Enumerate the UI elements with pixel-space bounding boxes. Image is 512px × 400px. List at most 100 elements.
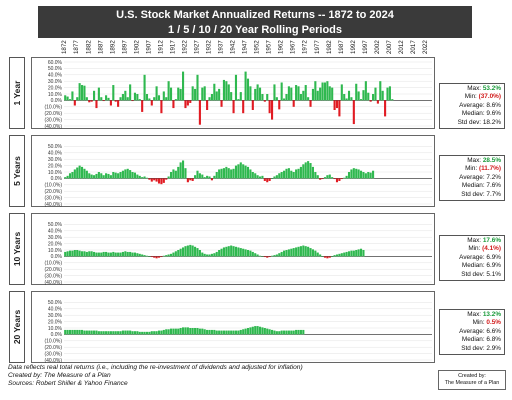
bar xyxy=(304,162,307,179)
bar xyxy=(350,250,353,257)
bar xyxy=(307,97,310,101)
bar xyxy=(270,100,274,120)
bar xyxy=(95,173,98,179)
stats-average-value: 7.2% xyxy=(486,173,501,181)
bar xyxy=(196,170,199,179)
bar xyxy=(83,85,86,101)
bar xyxy=(285,94,288,101)
stats-std-value: 2.9% xyxy=(486,344,501,352)
bar xyxy=(133,92,137,101)
stats-box-10-years: Max: 17.6% Min: (4.1%) Average: 6.9% Med… xyxy=(439,235,505,281)
stats-box-1-year: Max: 53.2% Min: (37.0%) Average: 8.6% Me… xyxy=(439,83,505,129)
stats-median-label: Median: xyxy=(461,110,485,118)
bar xyxy=(314,172,317,179)
bar xyxy=(153,178,156,181)
bar xyxy=(266,178,269,183)
bar xyxy=(321,82,324,101)
year-tick-label: 2002 xyxy=(374,40,381,54)
bar xyxy=(73,100,76,106)
bar xyxy=(258,176,262,179)
bar xyxy=(148,98,151,101)
bar xyxy=(355,250,358,257)
bar xyxy=(391,99,394,101)
bar xyxy=(169,87,173,101)
bar xyxy=(273,176,276,179)
bar xyxy=(196,248,199,257)
y-tick-label: (30.0%) xyxy=(44,273,62,279)
credit-line-1: Created by: xyxy=(458,373,486,379)
bar xyxy=(263,100,266,102)
bar xyxy=(150,256,153,258)
bar xyxy=(145,94,149,101)
bar xyxy=(369,172,372,179)
bar xyxy=(68,250,72,257)
bar xyxy=(186,100,189,106)
bar xyxy=(155,86,158,101)
bar xyxy=(102,100,105,102)
bar-chart: 50.0%40.0%30.0%20.0%10.0%0.0%(10.0%)(20.… xyxy=(44,144,432,208)
bar xyxy=(206,100,209,110)
bar xyxy=(230,245,233,257)
bar xyxy=(203,253,206,257)
bar xyxy=(85,330,88,335)
bar xyxy=(326,256,329,259)
y-tick-label: 20.0% xyxy=(48,85,63,91)
bar xyxy=(198,100,201,125)
bar xyxy=(266,328,269,335)
bar xyxy=(367,92,370,101)
bar xyxy=(83,330,86,335)
bar xyxy=(263,328,266,335)
bar xyxy=(220,100,223,107)
bar xyxy=(78,250,81,257)
bar xyxy=(160,256,163,258)
bar xyxy=(162,255,165,257)
y-tick-label: 30.0% xyxy=(48,313,63,319)
bar xyxy=(93,251,96,257)
bar xyxy=(357,169,360,179)
y-tick-label: 50.0% xyxy=(48,66,63,72)
bar xyxy=(225,166,228,179)
bar xyxy=(328,174,331,179)
bar xyxy=(80,85,84,101)
bar xyxy=(73,169,76,179)
bar xyxy=(121,330,124,335)
bar xyxy=(239,162,242,179)
bar xyxy=(93,330,96,335)
bar xyxy=(194,88,197,101)
bar xyxy=(328,86,331,101)
y-tick-label: 0.0% xyxy=(51,332,63,338)
bar xyxy=(388,86,391,101)
bar xyxy=(362,90,365,101)
bar xyxy=(254,253,257,257)
bar xyxy=(105,251,108,257)
bar xyxy=(177,328,180,335)
stats-average-label: Average: xyxy=(459,101,485,109)
chart-title: U.S. Stock Market Annualized Returns -- … xyxy=(116,9,394,21)
bar xyxy=(328,256,331,258)
bar xyxy=(124,251,127,257)
bar xyxy=(256,254,259,257)
bar xyxy=(340,253,343,257)
y-tick-label: 40.0% xyxy=(48,151,63,157)
bar xyxy=(124,90,127,101)
bar xyxy=(343,177,346,179)
bar xyxy=(227,246,230,257)
bar xyxy=(186,178,189,183)
bar xyxy=(213,253,216,257)
bar xyxy=(316,252,319,257)
stats-max-value: 17.6% xyxy=(482,237,501,244)
bar xyxy=(220,248,223,257)
stats-average-value: 6.6% xyxy=(486,327,501,335)
bar xyxy=(179,328,182,335)
bar xyxy=(201,174,204,179)
bar xyxy=(319,178,322,180)
bar xyxy=(64,177,67,179)
bar xyxy=(88,173,91,179)
bar xyxy=(189,100,192,103)
bar xyxy=(100,173,103,179)
bar xyxy=(126,251,129,257)
bar xyxy=(232,168,235,179)
stats-max-label: Max: xyxy=(467,237,482,244)
bar xyxy=(167,254,170,257)
bar xyxy=(246,166,250,179)
